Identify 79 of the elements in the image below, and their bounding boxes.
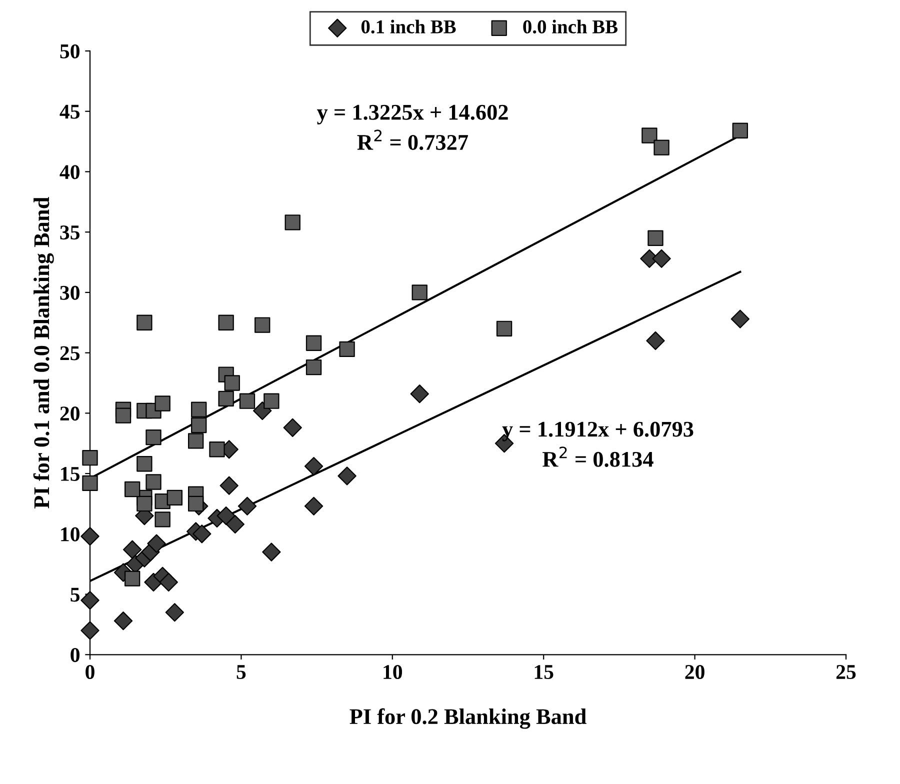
x-tick-label: 10 <box>384 664 402 680</box>
point <box>284 214 300 230</box>
x-tick-label: 25 <box>836 665 856 680</box>
y-tick-label: 30 <box>60 286 80 300</box>
point <box>226 514 244 534</box>
point <box>410 384 429 404</box>
point <box>191 402 207 418</box>
point <box>339 341 355 358</box>
y-tick-label: 50 <box>60 44 80 58</box>
point <box>114 611 133 630</box>
point <box>146 429 162 446</box>
point <box>146 474 162 490</box>
point <box>80 590 100 610</box>
x-tick-label: 15 <box>534 665 554 680</box>
point <box>191 417 207 434</box>
point <box>218 314 234 330</box>
y-tick-label: 35 <box>60 225 80 240</box>
point <box>136 496 152 512</box>
point <box>192 524 212 544</box>
y-tick-label: 0 <box>70 648 80 662</box>
point <box>122 540 142 559</box>
point <box>264 393 280 409</box>
x-axis-title: PI for 0.2 Blanking Band <box>350 708 586 729</box>
point <box>124 570 140 586</box>
point <box>124 481 140 498</box>
point <box>136 456 152 472</box>
point <box>159 572 178 592</box>
y-axis-title: PI for 0.1 and 0.0 Blanking Band <box>33 197 54 508</box>
point <box>254 317 270 333</box>
point <box>412 284 428 300</box>
point <box>304 456 324 476</box>
y-tick-label: 15 <box>61 467 80 481</box>
point <box>188 433 204 449</box>
point <box>154 512 170 528</box>
point <box>306 359 322 376</box>
point <box>80 621 100 640</box>
point <box>238 496 257 516</box>
point <box>165 603 184 622</box>
point <box>147 534 166 553</box>
point <box>730 310 750 328</box>
point <box>154 396 170 412</box>
point <box>216 506 236 526</box>
x-tick-label: 0 <box>86 664 94 680</box>
y-tick-label: 40 <box>60 165 80 180</box>
point <box>239 393 256 409</box>
annotation: y = 1.1912x + 6.0793 R$^{2}$ = 0.8134 <box>502 422 694 467</box>
point <box>218 390 234 407</box>
annotation: y = 1.3225x + 14.602 R$^{2}$ = 0.7327 <box>317 104 508 150</box>
y-tick-label: 45 <box>60 104 80 119</box>
y-tick-label: 5 <box>70 588 80 602</box>
point <box>82 450 98 466</box>
point <box>306 335 322 351</box>
point <box>652 249 671 268</box>
x-tick-label: 5 <box>236 665 246 680</box>
point <box>654 140 670 156</box>
legend-label: 0.1 inch BB <box>361 20 456 34</box>
point <box>648 230 664 246</box>
point <box>115 408 132 424</box>
point <box>262 542 281 562</box>
point <box>224 375 240 391</box>
point <box>642 128 658 144</box>
point <box>283 418 302 437</box>
y-tick-label: 25 <box>60 346 80 360</box>
x-tick-label: 20 <box>685 664 704 680</box>
point <box>136 314 152 330</box>
point <box>732 122 748 138</box>
point <box>496 320 512 336</box>
point <box>304 496 324 516</box>
point <box>646 331 665 350</box>
point <box>82 475 98 492</box>
point <box>80 526 100 546</box>
legend-label: 0.0 inch BB <box>523 20 618 34</box>
point <box>338 466 356 486</box>
y-tick-label: 20 <box>60 406 80 421</box>
y-tick-label: 10 <box>61 527 80 542</box>
point <box>220 476 238 495</box>
point <box>166 490 183 506</box>
point <box>209 442 225 458</box>
point <box>188 496 204 512</box>
